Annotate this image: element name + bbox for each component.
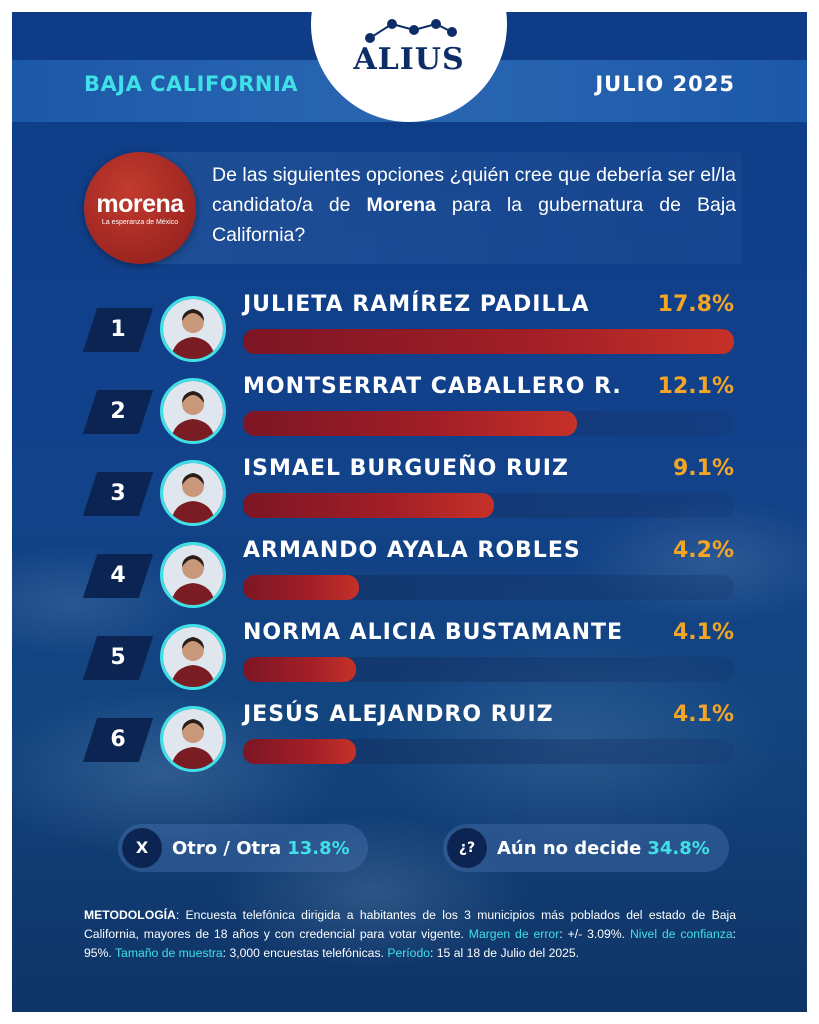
survey-question: De las siguientes opciones ¿quién cree q… — [212, 160, 736, 250]
bar — [243, 329, 734, 354]
candidate-avatar — [160, 296, 226, 362]
party-logo: morena La esperanza de México — [84, 152, 196, 264]
candidate-name: MONTSERRAT CABALLERO R. — [243, 374, 622, 399]
rank-number: 6 — [110, 727, 126, 752]
bar — [243, 411, 577, 436]
method-period-label: Período — [387, 946, 430, 960]
question-band — [152, 152, 742, 264]
candidate-percentage: 12.1% — [657, 374, 734, 399]
person-icon — [163, 299, 223, 359]
other-value: 13.8% — [287, 838, 350, 859]
date-label: JULIO 2025 — [595, 72, 735, 96]
candidate-avatar — [160, 542, 226, 608]
other-x-icon: X — [122, 828, 162, 868]
rank-number: 5 — [110, 645, 126, 670]
undecided-question-icon: ¿? — [447, 828, 487, 868]
person-icon — [163, 627, 223, 687]
bar — [243, 739, 356, 764]
other-option-label: Otro / Otra 13.8% — [172, 838, 350, 859]
candidate-percentage: 9.1% — [672, 456, 734, 481]
candidate-name: ISMAEL BURGUEÑO RUIZ — [243, 456, 569, 481]
question-part2: ¿quién cree que debería ser el/la candid… — [212, 164, 736, 216]
undecided-option-label: Aún no decide 34.8% — [497, 838, 710, 859]
method-sample-label: Tamaño de muestra — [114, 946, 223, 960]
person-icon — [163, 463, 223, 523]
candidate-row: 6 JESÚS ALEJANDRO RUIZ 4.1% — [12, 702, 807, 788]
candidate-avatar — [160, 624, 226, 690]
undecided-value: 34.8% — [647, 838, 710, 859]
candidate-name: JULIETA RAMÍREZ PADILLA — [243, 292, 590, 317]
rank-number: 1 — [110, 317, 126, 342]
bar — [243, 575, 359, 600]
brand-dots-icon — [365, 19, 457, 43]
method-heading: METODOLOGÍA — [84, 908, 176, 922]
candidate-percentage: 4.1% — [672, 620, 734, 645]
bar — [243, 657, 356, 682]
candidate-percentage: 4.2% — [672, 538, 734, 563]
candidate-row: 4 ARMANDO AYALA ROBLES 4.2% — [12, 538, 807, 624]
candidate-percentage: 17.8% — [657, 292, 734, 317]
rank-number: 2 — [110, 399, 126, 424]
candidate-name: JESÚS ALEJANDRO RUIZ — [243, 702, 554, 727]
candidate-percentage: 4.1% — [672, 702, 734, 727]
person-icon — [163, 545, 223, 605]
undecided-label-text: Aún no decide — [497, 838, 642, 859]
question-part3: para la gubernatura de Baja California? — [212, 194, 736, 246]
person-icon — [163, 381, 223, 441]
candidate-name: NORMA ALICIA BUSTAMANTE — [243, 620, 624, 645]
candidate-name: ARMANDO AYALA ROBLES — [243, 538, 581, 563]
poll-card: BAJA CALIFORNIA JULIO 2025 ALIUS morena … — [12, 12, 807, 1012]
method-text-1: : Encuesta telefónica dirigida a habitan… — [84, 908, 736, 941]
candidate-row: 1 JULIETA RAMÍREZ PADILLA 17.8% — [12, 292, 807, 378]
party-tagline: La esperanza de México — [101, 219, 179, 226]
party-name: morena — [96, 190, 184, 218]
method-margin-label: Margen de error — [468, 927, 560, 941]
rank-number: 4 — [110, 563, 126, 588]
other-label-text: Otro / Otra — [172, 838, 282, 859]
method-text-2: : +/- 3.09%. — [559, 927, 630, 941]
candidate-row: 3 ISMAEL BURGUEÑO RUIZ 9.1% — [12, 456, 807, 542]
region-label: BAJA CALIFORNIA — [84, 72, 299, 96]
question-part1: De las siguientes opciones — [212, 164, 450, 186]
candidate-row: 2 MONTSERRAT CABALLERO R. 12.1% — [12, 374, 807, 460]
candidate-row: 5 NORMA ALICIA BUSTAMANTE 4.1% — [12, 620, 807, 706]
method-confidence-label: Nivel de confianza — [629, 927, 733, 941]
bar — [243, 493, 494, 518]
method-text-5: : 15 al 18 de Julio del 2025. — [430, 946, 580, 960]
candidate-avatar — [160, 460, 226, 526]
method-text-4: : 3,000 encuestas telefónicas. — [222, 946, 388, 960]
methodology-text: METODOLOGÍA: Encuesta telefónica dirigid… — [84, 906, 736, 963]
rank-number: 3 — [110, 481, 126, 506]
person-icon — [163, 709, 223, 769]
candidate-avatar — [160, 706, 226, 772]
question-party: Morena — [366, 194, 436, 216]
undecided-option-box — [443, 824, 729, 872]
method-text-3: : 95%. — [84, 927, 736, 960]
candidate-avatar — [160, 378, 226, 444]
brand-logo-text: ALIUS — [353, 42, 465, 77]
